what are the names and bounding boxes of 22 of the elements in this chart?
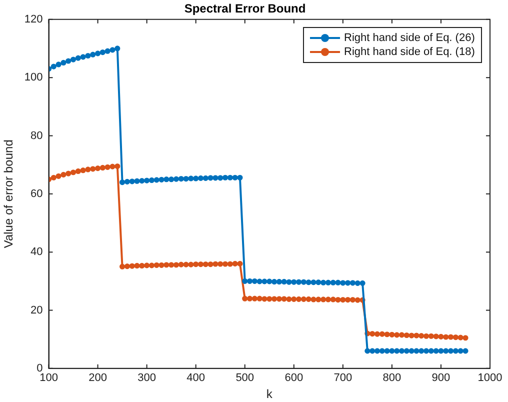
- y-tick-label: 40: [30, 246, 43, 258]
- x-tick-label: 700: [334, 372, 352, 384]
- y-tick-label: 0: [36, 362, 43, 374]
- chart-title: Spectral Error Bound: [184, 2, 306, 16]
- y-tick-label: 60: [30, 188, 43, 200]
- legend-label: Right hand side of Eq. (26): [344, 32, 475, 44]
- x-tick-label: 1000: [478, 372, 502, 384]
- x-tick-label: 600: [284, 372, 304, 384]
- x-tick-label: 500: [236, 372, 254, 384]
- y-tick-label: 100: [24, 72, 43, 84]
- x-tick-label: 300: [138, 372, 156, 384]
- x-tick-label: 200: [88, 372, 107, 384]
- legend-label: Right hand side of Eq. (18): [344, 46, 475, 58]
- x-axis-title: k: [266, 387, 274, 402]
- y-tick-label: 20: [30, 304, 43, 316]
- y-tick-label: 80: [30, 130, 43, 142]
- x-tick-label: 400: [186, 372, 206, 384]
- x-tick-label: 100: [40, 372, 58, 384]
- x-tick-label: 900: [432, 372, 450, 384]
- x-tick-label: 800: [382, 372, 402, 384]
- y-axis-title: Value of error bound: [2, 140, 16, 248]
- y-tick-label: 120: [24, 13, 43, 26]
